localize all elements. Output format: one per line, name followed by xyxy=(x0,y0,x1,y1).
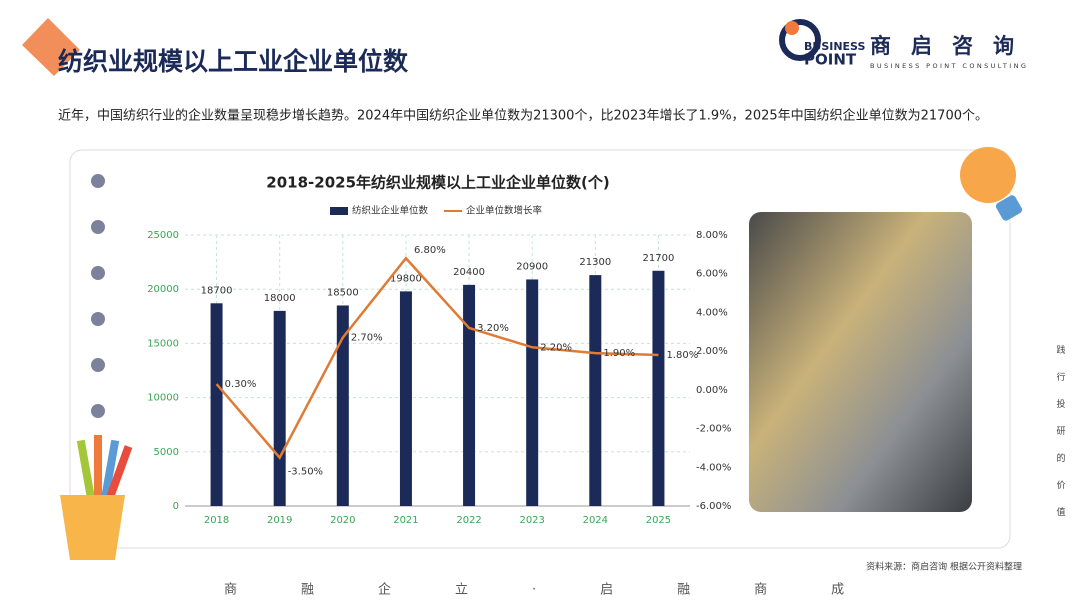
line-value-label: 6.80% xyxy=(414,245,446,256)
legend-label: 纺织业企业单位数 xyxy=(352,205,429,217)
y-tick-label: 10000 xyxy=(147,393,179,404)
description: 近年，中国纺织行业的企业数量呈现稳步增长趋势。2024年中国纺织企业单位数为21… xyxy=(58,108,988,124)
bar xyxy=(463,284,476,506)
logo-cn: 商启咨询 xyxy=(870,34,1034,58)
y2-tick-label: 8.00% xyxy=(696,230,728,241)
y2-tick-label: 2.00% xyxy=(696,346,728,357)
side-text: 践行投研的价值 xyxy=(1055,344,1066,534)
bar-value-label: 19800 xyxy=(390,273,422,284)
y-tick-label: 5000 xyxy=(154,447,179,458)
photo xyxy=(749,212,972,512)
bar xyxy=(652,270,665,506)
x-tick-label: 2023 xyxy=(519,515,544,526)
line-value-label: 2.20% xyxy=(540,342,572,353)
bar-value-label: 18700 xyxy=(201,285,233,296)
x-tick-label: 2019 xyxy=(267,515,292,526)
bar xyxy=(526,279,539,506)
line-value-label: 1.90% xyxy=(603,348,635,359)
chart-title: 2018-2025年纺织业规模以上工业企业单位数(个) xyxy=(266,174,609,192)
page-title: 纺织业规模以上工业企业单位数 xyxy=(58,47,409,76)
bar-value-label: 21700 xyxy=(643,253,675,264)
line-value-label: -3.50% xyxy=(288,467,323,478)
y2-tick-label: 6.00% xyxy=(696,269,728,280)
line-value-label: 1.80% xyxy=(666,350,698,361)
footer: 商融企立·启融商成 xyxy=(224,582,908,598)
x-tick-label: 2025 xyxy=(646,515,671,526)
logo-text: POINT xyxy=(804,51,857,69)
line-value-label: 3.20% xyxy=(477,323,509,334)
line-value-label: 0.30% xyxy=(225,379,257,390)
bar xyxy=(273,310,286,506)
x-tick-label: 2018 xyxy=(204,515,229,526)
y-tick-label: 25000 xyxy=(147,230,179,241)
y-tick-label: 0 xyxy=(173,501,179,512)
line xyxy=(215,256,659,460)
y-tick-label: 20000 xyxy=(147,284,179,295)
x-tick-label: 2022 xyxy=(456,515,481,526)
y2-tick-label: 0.00% xyxy=(696,385,728,396)
logo-sub: BUSINESS POINT CONSULTING xyxy=(870,62,1028,70)
x-tick-label: 2020 xyxy=(330,515,355,526)
x-tick-label: 2021 xyxy=(393,515,418,526)
bar xyxy=(336,305,349,506)
legend-label: 企业单位数增长率 xyxy=(466,205,543,217)
bar xyxy=(210,303,223,506)
legend-marker xyxy=(330,207,348,215)
bar-value-label: 21300 xyxy=(579,257,611,268)
bar-value-label: 20400 xyxy=(453,267,485,278)
lightbulb xyxy=(960,147,1023,221)
logo-text: BUSINESS xyxy=(804,40,865,53)
bar-value-label: 20900 xyxy=(516,261,548,272)
x-tick-label: 2024 xyxy=(583,515,608,526)
y2-tick-label: -6.00% xyxy=(696,501,731,512)
logo-icon xyxy=(785,21,799,35)
y2-tick-label: -2.00% xyxy=(696,424,731,435)
y2-tick-label: 4.00% xyxy=(696,307,728,318)
decor xyxy=(22,18,80,76)
y-tick-label: 15000 xyxy=(147,338,179,349)
bar-value-label: 18000 xyxy=(264,293,296,304)
dots xyxy=(91,174,105,418)
logo-icon xyxy=(779,19,821,61)
y2-tick-label: -4.00% xyxy=(696,462,731,473)
pencil-cup xyxy=(60,435,133,560)
bar xyxy=(399,291,412,506)
line-value-label: 2.70% xyxy=(351,333,383,344)
source: 资料来源：商启咨询 根据公开资料整理 xyxy=(866,561,1022,573)
bar-value-label: 18500 xyxy=(327,287,359,298)
bar xyxy=(589,275,602,506)
